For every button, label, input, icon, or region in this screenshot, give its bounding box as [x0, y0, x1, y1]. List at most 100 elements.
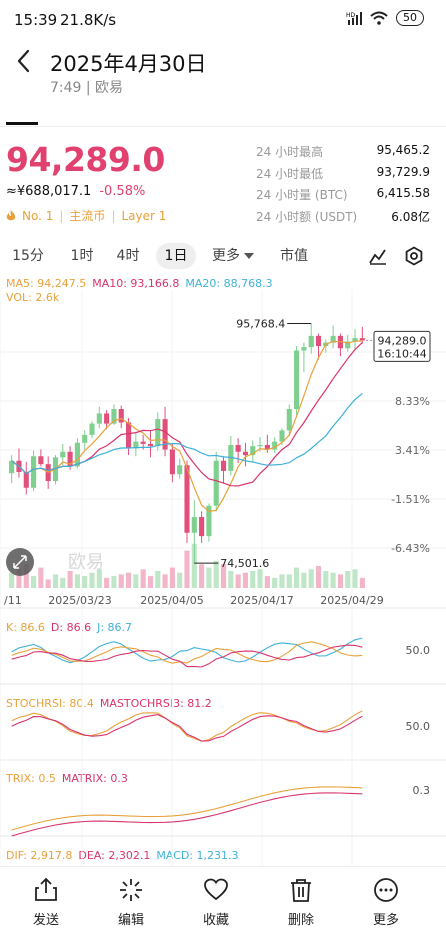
volume-bar: [191, 543, 197, 588]
stat-label: 24 小时最高: [256, 145, 324, 159]
candle-body: [301, 347, 307, 351]
share-button[interactable]: 发送: [16, 877, 76, 928]
candle-body: [308, 335, 314, 348]
candle-countdown: 16:10:44: [377, 347, 426, 360]
candle-body: [9, 460, 15, 474]
svg-text:HD: HD: [346, 12, 356, 19]
candle-body: [82, 434, 88, 443]
moving-averages: [11, 340, 363, 513]
tab-15m[interactable]: 15分: [12, 248, 44, 264]
tag-separator: |: [111, 208, 116, 223]
volume-bar: [286, 574, 292, 588]
edit-label: 编辑: [117, 913, 144, 928]
candle-body: [104, 413, 110, 424]
legend-macd: MACD: 1,231.3: [156, 849, 239, 861]
tab-market-cap[interactable]: 市值: [280, 248, 308, 264]
wifi-icon: [370, 11, 388, 25]
volume-bar: [315, 565, 322, 588]
tag-category[interactable]: 主流币: [69, 209, 106, 223]
stat-value: 95,465.2: [376, 143, 430, 157]
candle-body: [315, 335, 322, 346]
bottom-action-bar: 发送 编辑 收藏 删除 更多: [0, 866, 446, 946]
tab-1d[interactable]: 1日: [156, 243, 196, 269]
legend-ma5: MA5: 94,247.5: [6, 277, 87, 290]
chevron-down-icon: [244, 253, 254, 259]
volume-bar: [147, 576, 154, 588]
volume-bar: [323, 571, 329, 588]
trix-level-label: 0.3: [413, 784, 431, 797]
tab-more[interactable]: 更多: [212, 248, 240, 264]
tag-layer[interactable]: Layer 1: [121, 208, 167, 223]
stat-row: 24 小时额 (USDT) 6.08亿: [256, 208, 430, 230]
page-title: 2025年4月30日: [50, 52, 207, 76]
tab-1h[interactable]: 1时: [70, 248, 94, 264]
candlestick-chart[interactable]: 13.25%8.33%3.41%-1.51%-6.43%95,768.474,5…: [0, 270, 446, 866]
candle-body: [345, 341, 351, 349]
candle-body: [140, 441, 146, 444]
volume-bar: [162, 574, 168, 588]
favorite-label: 收藏: [202, 913, 229, 928]
candle-body: [74, 442, 80, 467]
legend-trix: TRIX: 0.5: [6, 772, 56, 785]
market-stats: 24 小时最高 95,465.2 24 小时最低 93,729.9 24 小时量 (…: [256, 143, 430, 229]
candle-body: [184, 465, 190, 533]
volume-bar: [52, 574, 59, 588]
candle-body: [206, 505, 212, 537]
stat-value: 6,415.58: [376, 186, 430, 200]
d-line: [11, 644, 363, 668]
candle-body: [250, 446, 256, 456]
legend-j: J: 86.7: [97, 621, 133, 634]
battery-indicator: 50: [396, 10, 424, 26]
more-label: 更多: [372, 913, 399, 928]
settings-gear-icon[interactable]: [404, 246, 424, 266]
volume-bar: [330, 572, 336, 588]
volume-bar: [155, 571, 161, 588]
last-price: 94,289.0: [6, 140, 165, 179]
candle-body: [257, 445, 263, 447]
stat-label: 24 小时量 (BTC): [256, 188, 348, 202]
favorite-button[interactable]: 收藏: [186, 877, 246, 928]
more-button[interactable]: 更多: [356, 877, 416, 928]
status-bar: 15:39 21.8K/s HD 50: [0, 0, 446, 38]
stochrsi-level-label: 50.0: [406, 720, 431, 733]
candle-body: [286, 409, 292, 431]
candle-body: [38, 456, 44, 465]
matrix-line: [11, 792, 363, 837]
indicator-chart-icon[interactable]: [368, 246, 388, 266]
signal-icon: HD: [346, 12, 362, 25]
volume-bar: [199, 564, 205, 588]
stat-label: 24 小时额 (USDT): [256, 209, 358, 224]
ma20-line: [11, 393, 363, 475]
coin-tags: No. 1 | 主流币 | Layer 1: [6, 207, 166, 224]
volume-bar: [184, 550, 190, 588]
trash-icon: [291, 879, 311, 902]
edit-button[interactable]: 编辑: [101, 877, 161, 928]
pct-axis-label: -6.43%: [391, 542, 430, 555]
date-tick-label: 2025/04/29: [320, 594, 383, 607]
candle-body: [242, 451, 249, 456]
legend-mastochrsi: MASTOCHRSI3: 81.2: [99, 697, 212, 710]
back-arrow-icon[interactable]: [12, 48, 36, 74]
high-marker-label: 95,768.4: [236, 318, 285, 331]
candle-body: [169, 449, 175, 475]
volume-bar: [111, 576, 117, 588]
candle-body: [89, 423, 95, 435]
candle-body: [31, 456, 37, 488]
legend-dif: DIF: 2,917.8: [6, 849, 73, 861]
low-marker-label: 74,501.6: [220, 557, 269, 570]
candle-body: [125, 422, 132, 449]
candle-body: [213, 460, 219, 506]
j-line: [11, 637, 363, 664]
delete-button[interactable]: 删除: [271, 877, 331, 928]
tag-rank[interactable]: No. 1: [22, 208, 54, 223]
volume-bar: [257, 569, 263, 588]
legend-dea: DEA: 2,302.1: [78, 849, 151, 861]
candle-body: [147, 443, 154, 447]
tab-4h[interactable]: 4时: [116, 248, 140, 264]
candle-body: [60, 451, 66, 458]
legend-stochrsi: STOCHRSI: 80.4: [6, 697, 94, 710]
stat-value: 93,729.9: [376, 164, 430, 179]
date-tick-label: 2025/04/17: [230, 594, 293, 607]
candle-body: [352, 338, 358, 342]
legend-vol: VOL: 2.6k: [6, 291, 60, 304]
